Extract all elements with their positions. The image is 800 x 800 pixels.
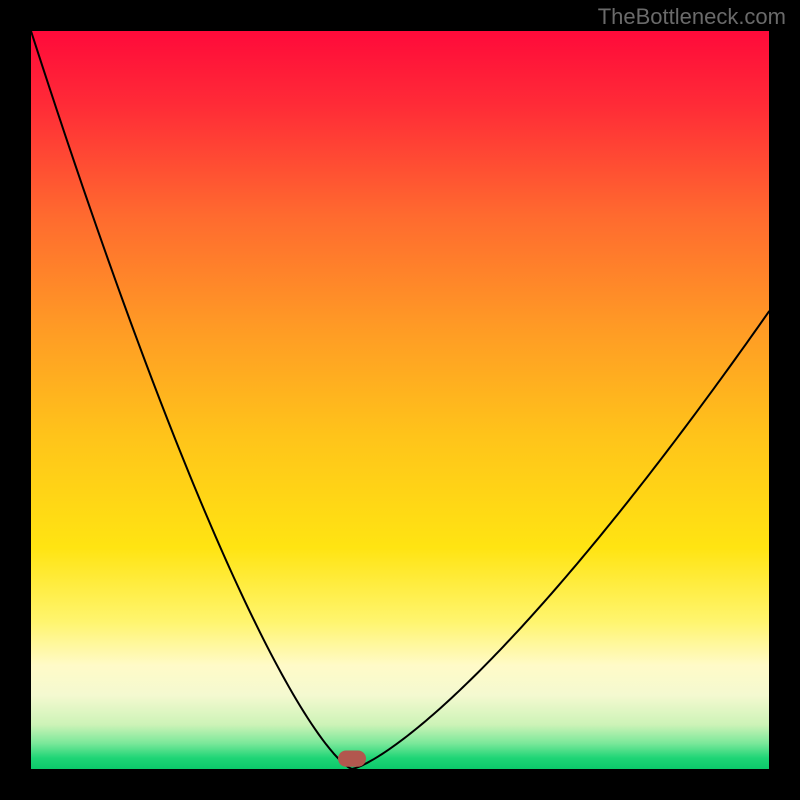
plot-background (31, 31, 769, 769)
chart-frame: TheBottleneck.com (0, 0, 800, 800)
bottleneck-chart-svg (0, 0, 800, 800)
minimum-marker (338, 751, 366, 767)
watermark-text: TheBottleneck.com (598, 4, 786, 30)
